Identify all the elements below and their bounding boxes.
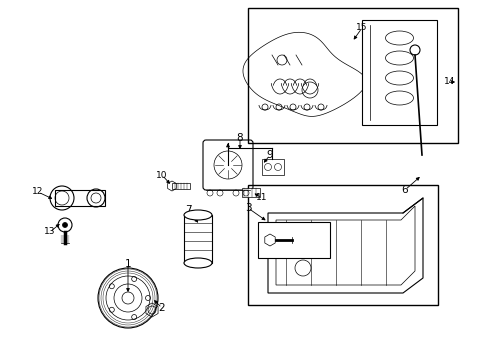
Text: 15: 15 xyxy=(356,23,368,32)
Text: 1: 1 xyxy=(124,259,131,269)
Text: 7: 7 xyxy=(185,205,191,215)
Bar xyxy=(262,159,284,175)
Bar xyxy=(184,215,212,263)
Circle shape xyxy=(63,222,68,228)
Bar xyxy=(248,185,438,305)
Text: 10: 10 xyxy=(156,171,168,180)
Bar xyxy=(362,20,437,125)
Text: 11: 11 xyxy=(256,194,268,202)
Bar xyxy=(242,188,260,197)
Bar xyxy=(55,190,105,206)
Text: 12: 12 xyxy=(32,188,44,197)
Text: 8: 8 xyxy=(237,133,244,143)
Ellipse shape xyxy=(184,258,212,268)
Text: 9: 9 xyxy=(267,150,273,160)
Text: 14: 14 xyxy=(444,77,456,86)
Text: 6: 6 xyxy=(402,185,408,195)
Bar xyxy=(172,183,190,189)
Text: 4: 4 xyxy=(296,229,303,239)
Text: 5: 5 xyxy=(318,229,325,239)
Bar xyxy=(248,8,458,143)
Text: 13: 13 xyxy=(44,228,56,237)
Bar xyxy=(258,222,330,258)
Ellipse shape xyxy=(184,210,212,220)
Text: 3: 3 xyxy=(245,203,251,213)
Text: 2: 2 xyxy=(159,303,165,313)
